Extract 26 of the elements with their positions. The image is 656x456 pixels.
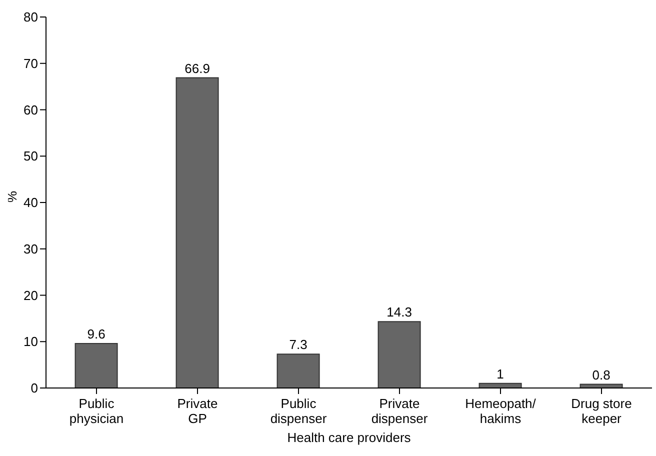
- x-tick-label: Private GP: [177, 396, 218, 426]
- bar: [176, 77, 219, 388]
- x-tick-label: Public dispenser: [270, 396, 328, 426]
- x-tick-label: Private dispenser: [371, 396, 428, 426]
- data-label: 14.3: [386, 304, 412, 320]
- x-axis-title: Health care providers: [287, 430, 412, 445]
- x-tick-label: Public physician: [69, 396, 124, 426]
- data-label: 7.3: [289, 337, 308, 352]
- data-label: 66.9: [184, 60, 210, 76]
- y-tick-label: 10: [24, 334, 38, 350]
- data-label: 9.6: [87, 326, 106, 342]
- y-tick-label: 0: [30, 380, 38, 396]
- bar: [378, 321, 421, 388]
- bar: [276, 354, 320, 388]
- y-tick-label: 50: [24, 148, 38, 164]
- bar: [74, 342, 118, 388]
- y-tick-label: 80: [24, 10, 38, 25]
- y-tick-label: 70: [24, 56, 38, 71]
- x-tick-label: Hemeopath/ hakims: [465, 396, 536, 426]
- x-tick-label: Drug store keeper: [571, 396, 632, 426]
- y-tick-label: 30: [24, 241, 38, 256]
- y-tick-label: 60: [24, 102, 38, 118]
- data-label: 0.8: [592, 367, 610, 382]
- data-label: 1: [496, 366, 504, 382]
- y-tick-label: 40: [24, 195, 38, 210]
- y-tick-label: 20: [24, 288, 38, 303]
